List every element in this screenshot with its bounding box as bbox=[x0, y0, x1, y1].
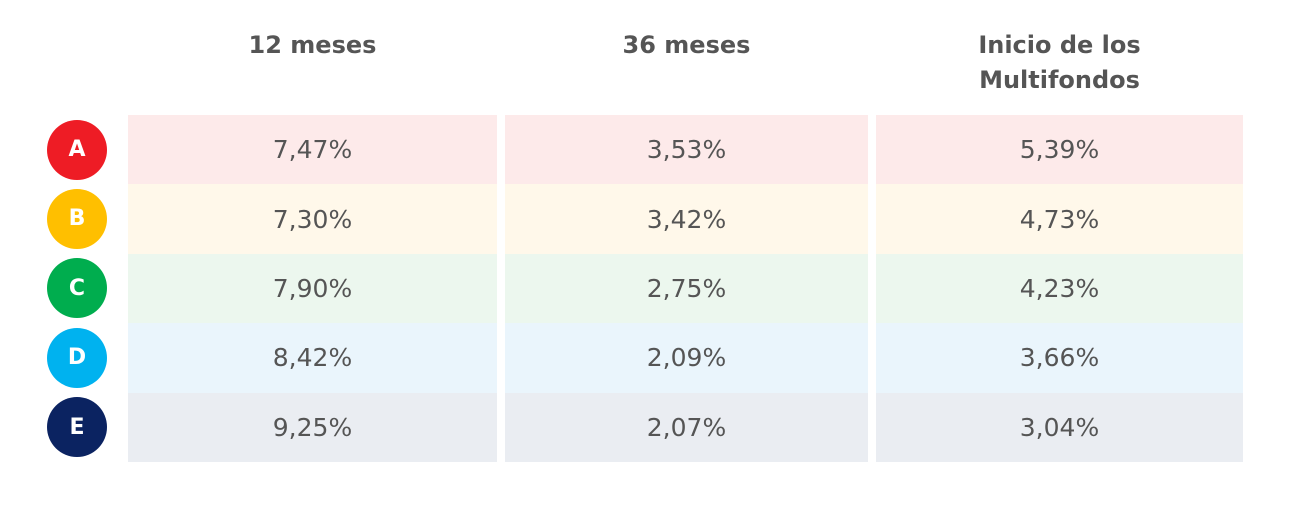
fund-badge: C bbox=[47, 258, 107, 319]
return-cell: 2,75% bbox=[505, 253, 868, 324]
column-header: Inicio de los Multifondos bbox=[876, 28, 1243, 98]
column-header-text: 12 meses bbox=[248, 31, 377, 59]
return-cell: 3,66% bbox=[876, 323, 1243, 393]
return-cell: 3,04% bbox=[876, 392, 1243, 462]
return-cell: 7,30% bbox=[128, 184, 497, 254]
return-cell: 3,42% bbox=[505, 184, 868, 254]
return-cell: 4,73% bbox=[876, 184, 1243, 254]
return-cell: 7,90% bbox=[128, 253, 497, 324]
return-cell: 2,09% bbox=[505, 323, 868, 393]
return-cell: 3,53% bbox=[505, 115, 868, 185]
fund-badge: D bbox=[47, 327, 107, 388]
column-header: 36 meses bbox=[505, 28, 868, 63]
return-cell: 2,07% bbox=[505, 392, 868, 462]
fund-badge: A bbox=[47, 119, 107, 180]
return-cell: 5,39% bbox=[876, 115, 1243, 185]
return-cell: 7,47% bbox=[128, 115, 497, 185]
return-cell: 4,23% bbox=[876, 253, 1243, 324]
fund-badge: E bbox=[47, 397, 107, 458]
column-header: 12 meses bbox=[128, 28, 497, 63]
return-cell: 9,25% bbox=[128, 392, 497, 462]
fund-badge: B bbox=[47, 188, 107, 249]
column-header-text: Inicio de los Multifondos bbox=[978, 31, 1141, 94]
column-header-text: 36 meses bbox=[622, 31, 751, 59]
return-cell: 8,42% bbox=[128, 323, 497, 393]
